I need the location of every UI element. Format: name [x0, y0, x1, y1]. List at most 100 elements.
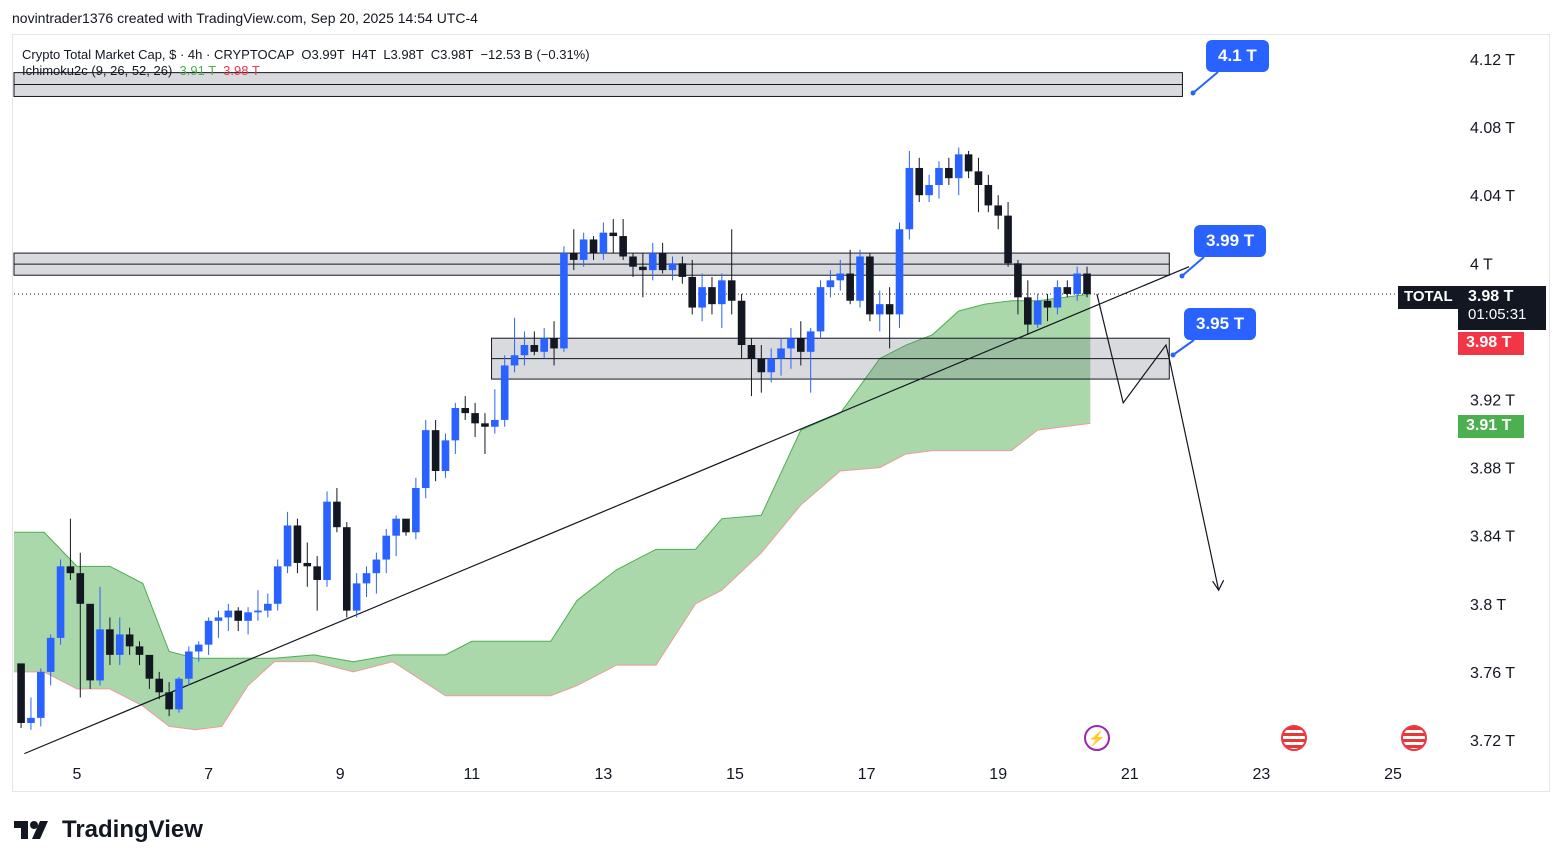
candle-body [520, 345, 529, 356]
candle-body [875, 304, 884, 315]
candle-body [737, 300, 746, 346]
time-tick-label: 13 [595, 766, 613, 783]
candle-body [609, 232, 618, 237]
time-tick-label: 7 [204, 766, 213, 783]
candle-body [945, 167, 953, 179]
candle-body [66, 566, 75, 574]
projection-path [1096, 293, 1220, 591]
indicator-name: Ichimoku2c (9, 26, 52, 26) [22, 63, 173, 78]
candle-body [145, 654, 154, 679]
candle-body [204, 620, 213, 645]
candle-body [392, 518, 400, 536]
us-flag-event-icon-2[interactable] [1401, 725, 1427, 751]
candle-body [1033, 300, 1042, 325]
tradingview-brand-text: TradingView [62, 816, 203, 843]
indicator-value-red: 3.98 T [223, 63, 260, 78]
candle-body [234, 610, 243, 621]
last-price-tag: 3.98 T 01:05:31 [1458, 286, 1546, 330]
candle-body [500, 365, 509, 420]
candle-body [639, 266, 647, 271]
candle-body [165, 692, 173, 710]
lightning-event-icon[interactable]: ⚡ [1084, 725, 1110, 751]
time-tick-label: 15 [726, 766, 744, 783]
trend-line-layer [14, 266, 1398, 755]
candle-body [491, 419, 499, 427]
candle-body [155, 678, 164, 693]
candle-body [777, 348, 785, 359]
candle-body [530, 345, 539, 352]
candle-body [283, 525, 292, 567]
candle-body [441, 440, 450, 472]
candle-body [905, 167, 914, 230]
candle-body [214, 617, 223, 621]
projection-arrowhead [1212, 579, 1225, 592]
legend-change: −12.53 B (−0.31%) [480, 47, 590, 62]
candle-body [352, 583, 361, 611]
candle-body [342, 527, 351, 611]
candle-body [106, 629, 114, 655]
last-price-value: 3.98 T [1468, 288, 1514, 305]
candle-body [885, 304, 894, 315]
candle-body [402, 518, 410, 533]
candle-body [1043, 300, 1052, 308]
time-tick-label: 19 [989, 766, 1007, 783]
candle-body [816, 287, 825, 332]
time-tick-label: 23 [1253, 766, 1271, 783]
candle-body [718, 280, 726, 305]
candle-body [727, 280, 736, 301]
chart-frame [12, 34, 1550, 792]
attribution-line: novintrader1376 created with TradingView… [12, 10, 478, 26]
candle-body [668, 263, 677, 271]
candle-body [86, 603, 94, 681]
callout-leader-0 [1192, 71, 1219, 94]
candle-body [323, 501, 331, 580]
ichimoku-cloud [14, 293, 1091, 730]
callout-anchor-0 [1190, 90, 1196, 96]
tradingview-logo[interactable]: TradingView [14, 816, 203, 844]
callout-4-1t[interactable]: 4.1 T [1206, 40, 1269, 72]
candle-body [540, 338, 548, 352]
candle-body [974, 171, 983, 185]
time-tick-label: 11 [463, 766, 480, 783]
candle-body [806, 331, 815, 352]
candle-body [964, 154, 973, 172]
legend-open: O3.99T [301, 47, 345, 62]
time-tick-label: 5 [73, 766, 82, 783]
candle-body [994, 205, 1002, 216]
legend-high: H4T [351, 47, 377, 62]
candle-body [372, 559, 381, 574]
candle-body [698, 287, 706, 308]
candle-body [303, 562, 312, 567]
candle-body [629, 256, 637, 267]
candle-body [461, 408, 470, 414]
candle-body [836, 273, 845, 281]
candle-body [915, 167, 924, 196]
candle-body [224, 610, 233, 618]
candle-body [481, 423, 489, 427]
candle-body [1073, 273, 1081, 294]
legend-low: L3.98T [383, 47, 424, 62]
candle-body [767, 358, 775, 373]
candle-body [244, 612, 252, 621]
cloud-span-a [14, 293, 1091, 663]
candle-body [56, 566, 65, 638]
callout-3-95t[interactable]: 3.95 T [1184, 308, 1257, 340]
candle-body [1063, 287, 1072, 294]
candle-body [125, 634, 134, 647]
price-tick-label: 4.04 T [1470, 188, 1515, 205]
legend-indicator-line[interactable]: Ichimoku2c (9, 26, 52, 26) 3.91 T 3.98 T [22, 61, 590, 81]
candle-body [293, 525, 302, 563]
candle-body [757, 358, 766, 373]
candle-body [688, 276, 697, 308]
candle-body [708, 287, 716, 305]
candle-body [264, 603, 272, 611]
candle-body [984, 184, 993, 206]
price-tick-label: 3.76 T [1470, 665, 1515, 682]
candle-body [194, 644, 203, 652]
callout-3-99t[interactable]: 3.99 T [1194, 225, 1267, 257]
candle-body [747, 345, 756, 359]
time-tick-label: 17 [858, 766, 876, 783]
us-flag-event-icon[interactable] [1281, 725, 1307, 751]
price-tick-label: 3.72 T [1470, 733, 1515, 750]
